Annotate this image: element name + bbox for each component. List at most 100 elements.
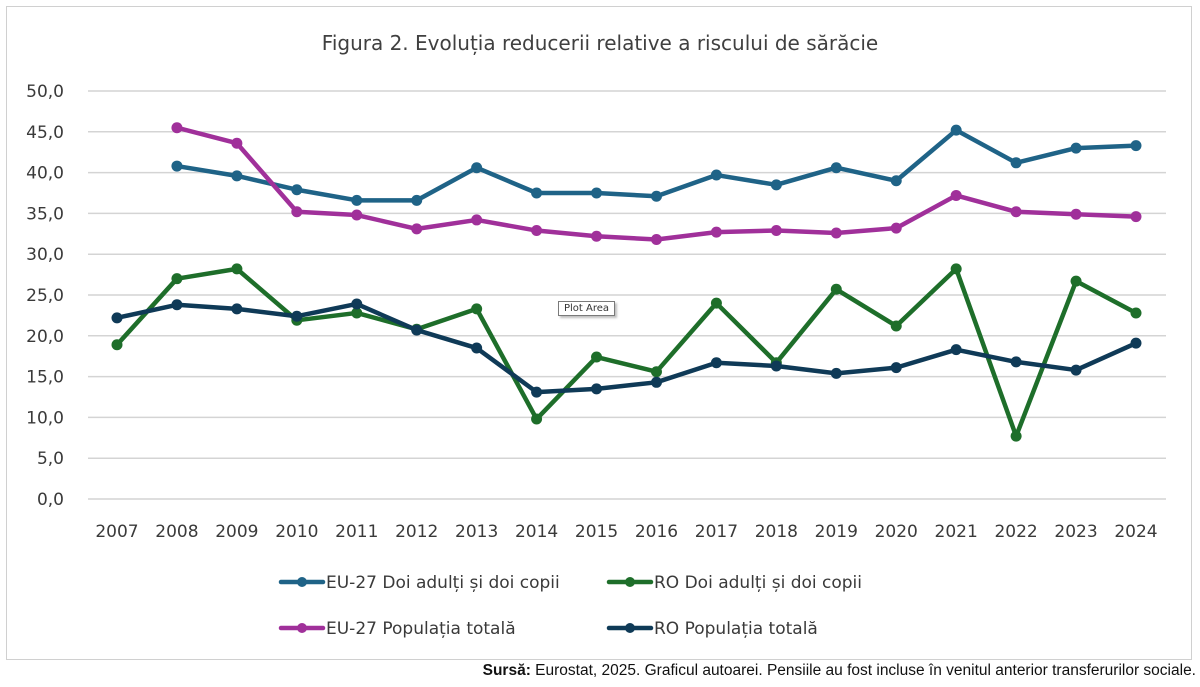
series-2[interactable] <box>171 122 1142 246</box>
y-tick-label: 20,0 <box>26 327 64 347</box>
data-point[interactable] <box>770 225 782 237</box>
legend-item[interactable]: RO Doi adulți și doi copii <box>606 573 862 593</box>
data-point[interactable] <box>231 263 243 275</box>
data-point[interactable] <box>171 273 183 285</box>
data-point[interactable] <box>471 162 483 174</box>
plot-area-tooltip: Plot Area <box>558 301 616 316</box>
data-point[interactable] <box>591 351 603 363</box>
x-tick-label: 2023 <box>1054 522 1097 542</box>
x-tick-label: 2010 <box>275 522 318 542</box>
data-point[interactable] <box>650 190 662 202</box>
y-tick-label: 30,0 <box>26 245 64 265</box>
data-point[interactable] <box>770 179 782 191</box>
series-line[interactable] <box>174 125 1139 242</box>
series-line[interactable] <box>114 301 1139 395</box>
data-point[interactable] <box>830 227 842 239</box>
data-point[interactable] <box>830 367 842 379</box>
data-point[interactable] <box>1130 140 1142 152</box>
series-3[interactable] <box>111 298 1142 398</box>
chart-frame <box>6 6 1192 660</box>
data-point[interactable] <box>591 383 603 395</box>
data-point[interactable] <box>950 263 962 275</box>
data-point[interactable] <box>650 366 662 378</box>
legend-item[interactable]: EU-27 Doi adulți și doi copii <box>278 573 560 593</box>
data-point[interactable] <box>171 122 183 134</box>
series-1[interactable] <box>111 263 1142 442</box>
data-point[interactable] <box>1070 208 1082 220</box>
data-point[interactable] <box>890 320 902 332</box>
data-point[interactable] <box>830 162 842 174</box>
data-point[interactable] <box>531 386 543 398</box>
data-point[interactable] <box>531 225 543 237</box>
data-point[interactable] <box>411 324 423 336</box>
data-point[interactable] <box>531 187 543 199</box>
data-point[interactable] <box>351 298 363 310</box>
data-point[interactable] <box>351 307 363 319</box>
data-point[interactable] <box>231 137 243 149</box>
x-tick-label: 2015 <box>575 522 618 542</box>
legend-item[interactable]: EU-27 Populația totală <box>278 619 516 639</box>
data-point[interactable] <box>291 206 303 218</box>
data-point[interactable] <box>1010 157 1022 169</box>
data-point[interactable] <box>950 124 962 136</box>
data-point[interactable] <box>171 299 183 311</box>
data-point[interactable] <box>411 223 423 235</box>
data-point[interactable] <box>710 226 722 238</box>
y-tick-label: 10,0 <box>26 408 64 428</box>
data-point[interactable] <box>111 312 123 324</box>
data-point[interactable] <box>471 214 483 226</box>
data-point[interactable] <box>291 184 303 196</box>
data-point[interactable] <box>770 360 782 372</box>
data-point[interactable] <box>471 303 483 315</box>
x-tick-label: 2016 <box>635 522 678 542</box>
data-point[interactable] <box>650 234 662 246</box>
x-tick-label: 2007 <box>95 522 138 542</box>
data-point[interactable] <box>1010 206 1022 218</box>
series-line[interactable] <box>114 266 1139 439</box>
data-point[interactable] <box>1070 142 1082 154</box>
data-point[interactable] <box>950 189 962 201</box>
data-point[interactable] <box>231 170 243 182</box>
data-point[interactable] <box>1070 364 1082 376</box>
data-point[interactable] <box>351 194 363 206</box>
data-point[interactable] <box>650 376 662 388</box>
data-point[interactable] <box>351 209 363 221</box>
data-point[interactable] <box>531 413 543 425</box>
data-point[interactable] <box>171 160 183 172</box>
data-point[interactable] <box>710 169 722 181</box>
data-point[interactable] <box>890 175 902 187</box>
data-point[interactable] <box>111 339 123 351</box>
y-tick-label: 15,0 <box>26 368 64 388</box>
data-point[interactable] <box>231 303 243 315</box>
data-point[interactable] <box>1130 211 1142 223</box>
legend-swatch-marker <box>625 577 635 587</box>
y-tick-label: 50,0 <box>26 82 64 102</box>
series-line[interactable] <box>174 127 1139 203</box>
data-point[interactable] <box>710 297 722 309</box>
data-point[interactable] <box>830 283 842 295</box>
legend-item[interactable]: RO Populația totală <box>606 619 818 639</box>
data-point[interactable] <box>890 222 902 234</box>
data-point[interactable] <box>411 194 423 206</box>
data-point[interactable] <box>1010 430 1022 442</box>
line-chart[interactable]: Figura 2. Evoluția reducerii relative a … <box>0 0 1200 660</box>
data-point[interactable] <box>890 362 902 374</box>
x-tick-label: 2009 <box>215 522 258 542</box>
legend-swatch-marker <box>297 623 307 633</box>
data-point[interactable] <box>591 230 603 242</box>
series-0[interactable] <box>171 124 1142 206</box>
data-point[interactable] <box>710 357 722 369</box>
data-point[interactable] <box>1130 307 1142 319</box>
x-axis-ticks: 2007 2008 2009 2010 2011 2012 2013 2014 2015 2016… <box>95 522 1157 542</box>
data-point[interactable] <box>1010 356 1022 368</box>
x-tick-label: 2017 <box>695 522 738 542</box>
data-point[interactable] <box>291 310 303 322</box>
data-point[interactable] <box>950 344 962 356</box>
data-point[interactable] <box>1130 337 1142 349</box>
x-tick-label: 2014 <box>515 522 558 542</box>
data-point[interactable] <box>591 187 603 199</box>
data-point[interactable] <box>1070 275 1082 287</box>
series-lines <box>111 122 1142 442</box>
source-note: Sursă: Eurostat, 2025. Graficul autoarei… <box>483 662 1196 680</box>
data-point[interactable] <box>471 342 483 354</box>
